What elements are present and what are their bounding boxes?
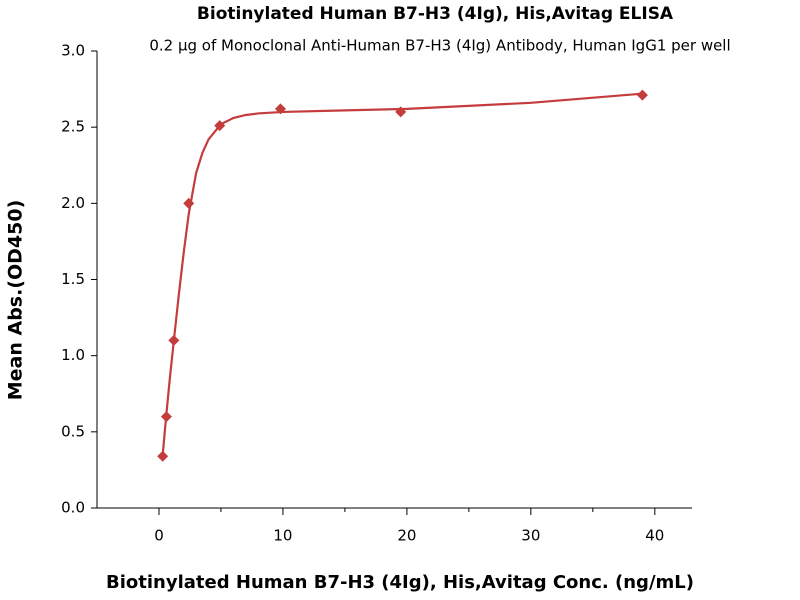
y-tick-label: 2.0 [61,194,85,212]
data-point [168,334,180,346]
y-tick-label: 3.0 [61,42,85,60]
x-tick-label: 0 [154,527,164,545]
y-tick-label: 0.0 [61,499,85,517]
y-tick-label: 2.5 [61,118,85,136]
data-point [214,120,226,132]
x-tick-label: 30 [521,527,540,545]
fit-curve [161,92,643,455]
y-axis-label: Mean Abs.(OD450) [5,200,27,401]
data-point [183,197,195,209]
data-point [274,103,286,115]
x-tick-label: 20 [397,527,416,545]
data-point [395,106,407,118]
x-tick-label: 40 [645,527,664,545]
chart-subtitle: 0.2 μg of Monoclonal Anti-Human B7-H3 (4… [149,37,730,55]
y-tick-label: 0.5 [61,422,85,440]
x-axis-label: Biotinylated Human B7-H3 (4Ig), His,Avit… [106,572,694,593]
data-point [157,450,169,462]
data-point [636,89,648,101]
y-tick-label: 1.0 [61,346,85,364]
data-point [160,411,172,423]
y-tick-label: 1.5 [61,270,85,288]
chart-title: Biotinylated Human B7-H3 (4Ig), His,Avit… [197,4,674,24]
x-tick-label: 10 [273,527,292,545]
